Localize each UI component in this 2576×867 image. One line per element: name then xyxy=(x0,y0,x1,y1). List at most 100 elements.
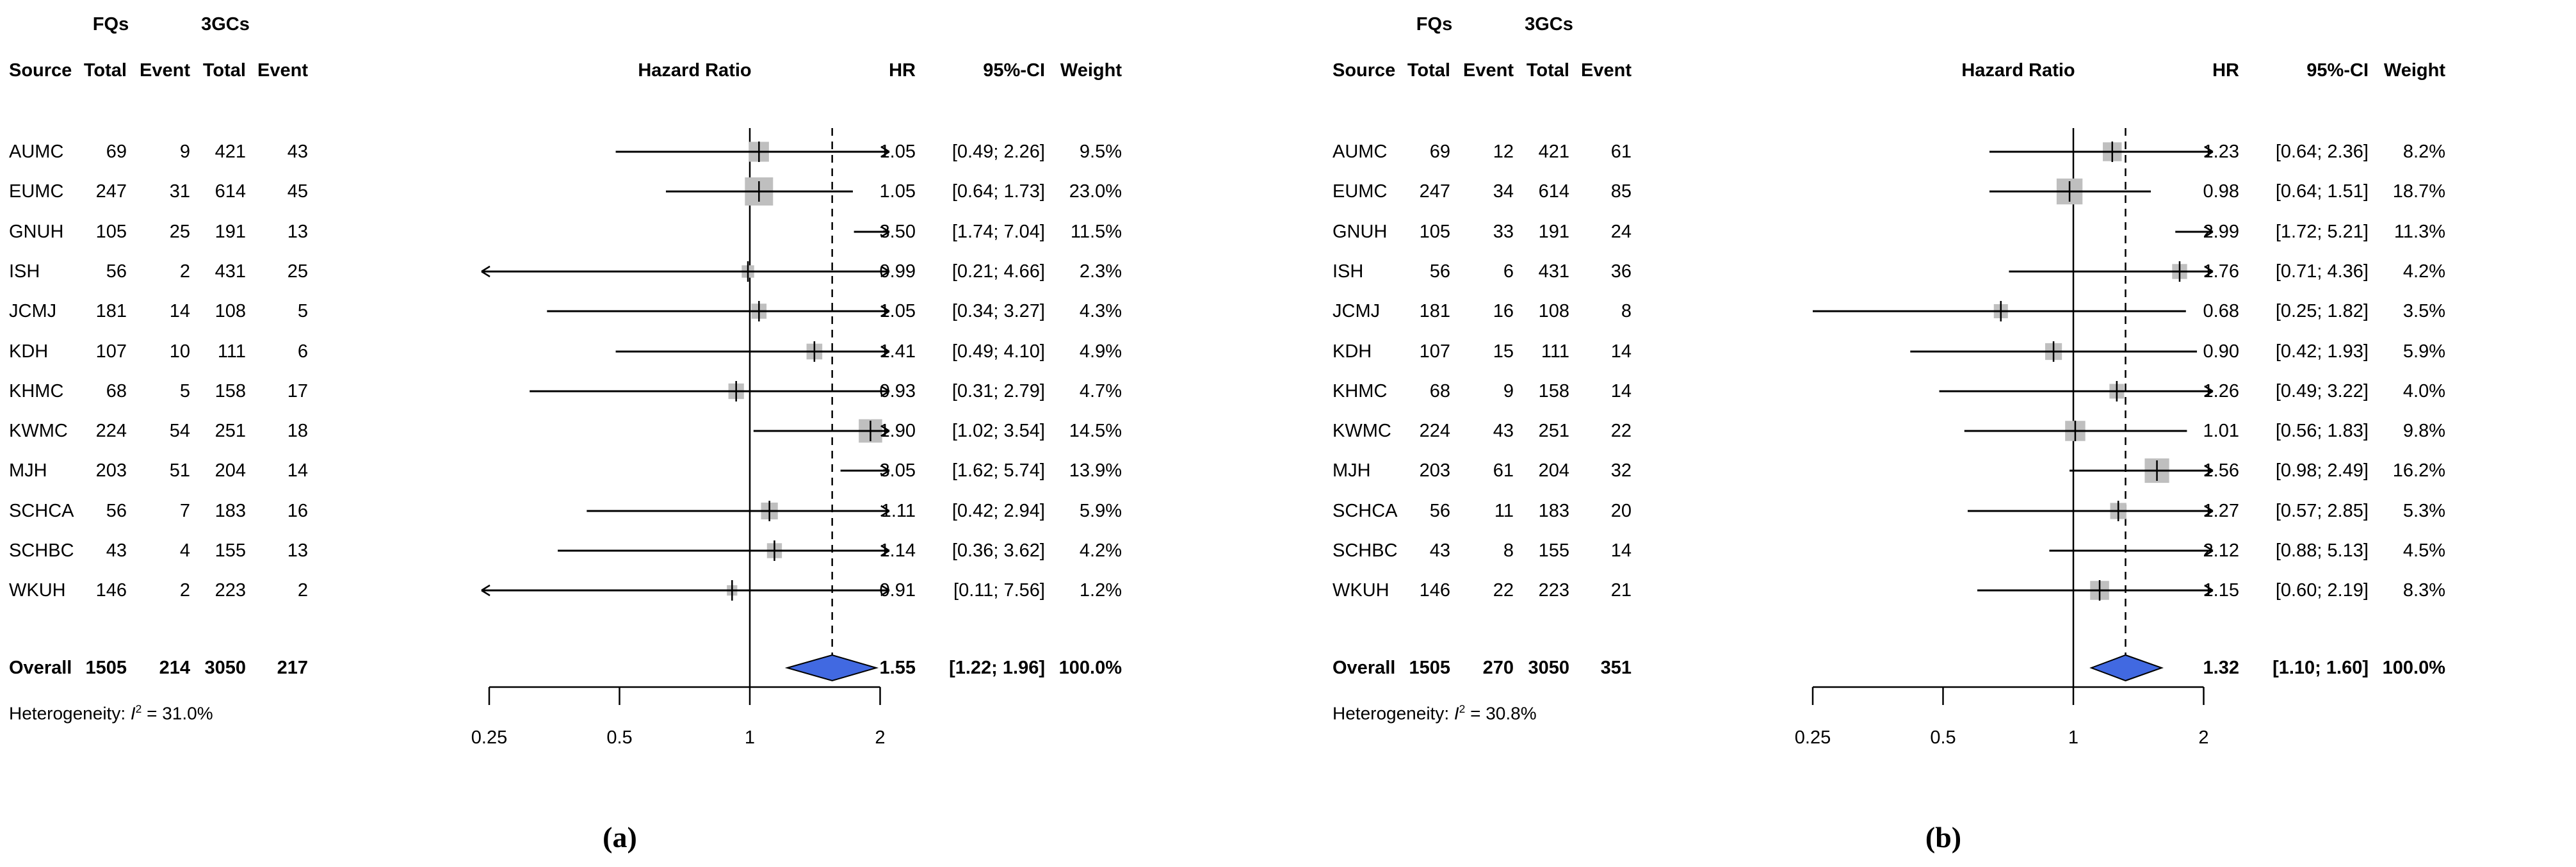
overall-weight: 100.0% xyxy=(1058,658,1122,678)
hr-value: 0.68 xyxy=(2203,301,2239,321)
fq-total-value: 68 xyxy=(1429,381,1450,401)
overall-diamond xyxy=(784,654,879,682)
col-header-hr: HR xyxy=(2212,60,2239,81)
study-name: GNUH xyxy=(1333,222,1388,242)
ci-value: [1.74; 7.04] xyxy=(952,222,1045,242)
overall-hr: 1.32 xyxy=(2203,658,2239,678)
study-name: KDH xyxy=(9,341,49,362)
gc-total-value: 155 xyxy=(1538,540,1569,561)
gc-event-value: 14 xyxy=(287,460,308,481)
weight-value: 9.5% xyxy=(1079,142,1122,162)
gc-total-value: 251 xyxy=(1538,421,1569,441)
gc-total-value: 204 xyxy=(215,460,246,481)
ci-row-kwmc xyxy=(1964,421,2187,441)
heterogeneity-i-symbol: I xyxy=(1454,703,1459,724)
overall-fq-event: 270 xyxy=(1482,658,1514,678)
weight-value: 4.7% xyxy=(1079,381,1122,401)
fq-total-value: 56 xyxy=(1429,501,1450,521)
ci-value: [0.64; 1.51] xyxy=(2275,181,2369,202)
ci-row-jcmj xyxy=(547,301,890,321)
fq-event-value: 25 xyxy=(169,222,190,242)
study-name: JCMJ xyxy=(9,301,57,321)
ci-row-schca xyxy=(1967,501,2214,521)
col-header-fq-total: Total xyxy=(1407,60,1450,81)
col-header-hazard-ratio: Hazard Ratio xyxy=(1961,60,2075,81)
fq-event-value: 9 xyxy=(1503,381,1514,401)
fq-total-value: 43 xyxy=(1429,540,1450,561)
ci-row-jcmj xyxy=(1813,301,2186,321)
fq-total-value: 247 xyxy=(95,181,127,202)
group-header-fqs: FQs xyxy=(92,14,129,35)
ci-value: [0.21; 4.66] xyxy=(952,261,1045,282)
ci-value: [0.60; 2.19] xyxy=(2275,580,2369,601)
hr-value: 0.98 xyxy=(2203,181,2239,202)
ci-row-eumc xyxy=(665,177,853,206)
ci-value: [1.02; 3.54] xyxy=(952,421,1045,441)
clipped-right-arrow xyxy=(880,464,890,477)
forest-plot-canvas xyxy=(481,128,890,705)
fq-total-value: 68 xyxy=(106,381,127,401)
study-name: KHMC xyxy=(9,381,64,401)
fq-event-value: 43 xyxy=(1493,421,1514,441)
ci-value: [0.34; 3.27] xyxy=(952,301,1045,321)
col-header-hazard-ratio: Hazard Ratio xyxy=(638,60,752,81)
col-header-source: Source xyxy=(1333,60,1396,81)
clipped-right-arrow xyxy=(880,425,890,437)
clipped-right-arrow xyxy=(2204,544,2214,557)
ci-row-gnuh xyxy=(2175,225,2214,238)
fq-total-value: 107 xyxy=(1419,341,1450,362)
ci-row-schca xyxy=(587,501,890,521)
gc-event-value: 2 xyxy=(297,580,308,601)
study-name: KWMC xyxy=(1333,421,1391,441)
gc-event-value: 21 xyxy=(1610,580,1632,601)
gc-total-value: 421 xyxy=(215,142,246,162)
ci-value: [0.31; 2.79] xyxy=(952,381,1045,401)
gc-event-value: 24 xyxy=(1610,222,1632,242)
ci-row-wkuh xyxy=(481,580,890,601)
clipped-right-arrow xyxy=(880,305,890,318)
overall-gc-event: 351 xyxy=(1600,658,1632,678)
ci-row-schbc xyxy=(2049,544,2214,557)
weight-value: 13.9% xyxy=(1069,460,1122,481)
gc-event-value: 36 xyxy=(1610,261,1632,282)
gc-total-value: 204 xyxy=(1538,460,1569,481)
weight-value: 9.8% xyxy=(2402,421,2445,441)
clipped-left-arrow xyxy=(481,265,490,278)
ci-row-eumc xyxy=(1989,178,2151,205)
clipped-right-arrow xyxy=(880,584,890,597)
clipped-left-arrow xyxy=(481,584,490,597)
heterogeneity-superscript: 2 xyxy=(1459,702,1466,715)
axis-tick-label: 2 xyxy=(2198,727,2209,748)
ci-row-wkuh xyxy=(1977,580,2214,601)
study-name: ISH xyxy=(9,261,40,282)
study-name: SCHBC xyxy=(9,540,74,561)
ci-value: [1.72; 5.21] xyxy=(2275,222,2369,242)
gc-event-value: 17 xyxy=(287,381,308,401)
fq-event-value: 5 xyxy=(179,381,190,401)
gc-total-value: 614 xyxy=(1538,181,1569,202)
clipped-right-arrow xyxy=(2204,464,2214,477)
fq-event-value: 16 xyxy=(1493,301,1514,321)
study-name: MJH xyxy=(9,460,47,481)
ci-value: [0.64; 1.73] xyxy=(952,181,1045,202)
study-name: ISH xyxy=(1333,261,1364,282)
ci-value: [0.98; 2.49] xyxy=(2275,460,2369,481)
gc-event-value: 6 xyxy=(297,341,308,362)
study-name: KWMC xyxy=(9,421,68,441)
clipped-right-arrow xyxy=(2204,584,2214,597)
clipped-right-arrow xyxy=(880,544,890,557)
clipped-right-arrow xyxy=(2204,505,2214,517)
clipped-right-arrow xyxy=(880,385,890,398)
ci-row-aumc xyxy=(1989,142,2214,162)
weight-value: 23.0% xyxy=(1069,181,1122,202)
fq-total-value: 181 xyxy=(95,301,127,321)
col-header-fq-event: Event xyxy=(140,60,190,81)
fq-event-value: 33 xyxy=(1493,222,1514,242)
weight-value: 2.3% xyxy=(1079,261,1122,282)
weight-value: 14.5% xyxy=(1069,421,1122,441)
ci-value: [0.49; 3.22] xyxy=(2275,381,2369,401)
ci-value: [0.49; 2.26] xyxy=(952,142,1045,162)
fq-event-value: 51 xyxy=(169,460,190,481)
gc-total-value: 431 xyxy=(215,261,246,282)
overall-fq-total: 1505 xyxy=(85,658,127,678)
